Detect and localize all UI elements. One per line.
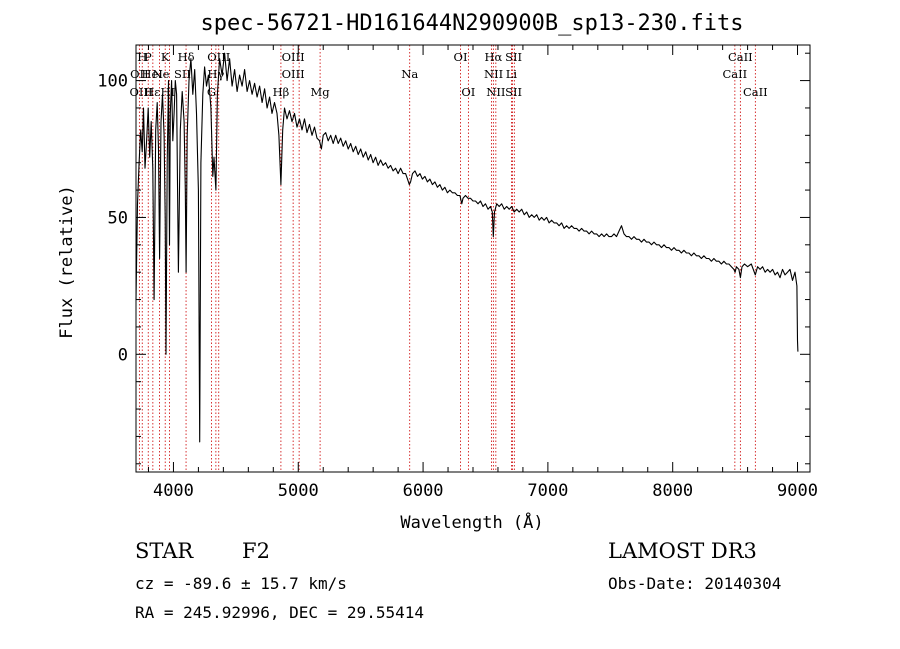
line-label: NII — [484, 67, 503, 81]
redshift-cz: cz = -89.6 ± 15.7 km/s — [135, 574, 347, 593]
line-label: OIII — [282, 67, 305, 81]
line-label: K — [161, 50, 170, 64]
line-label: OIII — [129, 85, 152, 99]
line-label: Hγ — [207, 67, 224, 81]
line-label: CaII — [722, 67, 747, 81]
line-label: Hε — [144, 85, 160, 99]
spectral-line-markers — [138, 45, 756, 472]
x-tick-label: 7000 — [527, 481, 568, 501]
obs-date: Obs-Date: 20140304 — [608, 574, 782, 593]
line-label: OII — [130, 67, 149, 81]
x-tick-label: 8000 — [652, 481, 693, 501]
line-label: H — [137, 50, 147, 64]
spectral-line-labels: HOIIOIIIPHeIHεKNeHIHδSIIOIIIHγGOIIIOIIIH… — [129, 50, 767, 99]
line-label: OI — [454, 50, 468, 64]
y-tick-label: 0 — [118, 345, 128, 365]
line-label: P — [144, 50, 152, 64]
x-tick-label: 6000 — [403, 481, 444, 501]
line-label: SII — [505, 50, 522, 64]
x-axis: 4000 5000 6000 7000 8000 9000 — [147, 45, 818, 501]
object-type: STAR — [135, 539, 194, 563]
line-label: NII — [486, 85, 505, 99]
line-label: CaII — [728, 50, 753, 64]
y-tick-label: 50 — [108, 208, 128, 228]
x-tick-label: 5000 — [278, 481, 319, 501]
line-label: SII — [505, 85, 522, 99]
line-label: Hα — [484, 50, 502, 64]
line-label: SII — [174, 67, 191, 81]
survey-name: LAMOST DR3 — [608, 539, 757, 563]
line-label: OIII — [207, 50, 230, 64]
y-tick-label: 100 — [97, 72, 128, 92]
y-axis: 0 50 100 — [97, 52, 810, 465]
line-label: G — [207, 85, 216, 99]
line-label: OIII — [282, 50, 305, 64]
line-label: Mg — [311, 85, 331, 99]
line-label: Hδ — [178, 50, 195, 64]
line-label: OI — [461, 85, 475, 99]
line-label: Hβ — [273, 85, 290, 99]
chart-title: spec-56721-HD161644N290900B_sp13-230.fit… — [200, 11, 743, 36]
subclass: F2 — [242, 539, 270, 563]
line-label: Li — [506, 67, 518, 81]
x-axis-label: Wavelength (Å) — [400, 511, 543, 533]
x-tick-label: 9000 — [777, 481, 818, 501]
line-label: Na — [401, 67, 418, 81]
line-label: CaII — [743, 85, 768, 99]
x-tick-label: 4000 — [153, 481, 194, 501]
coordinates: RA = 245.92996, DEC = 29.55414 — [135, 603, 424, 622]
spectrum-series-line — [135, 52, 799, 443]
y-axis-label: Flux (relative) — [57, 185, 77, 339]
line-label: Ne — [153, 67, 170, 81]
line-label: HeI — [142, 67, 163, 81]
